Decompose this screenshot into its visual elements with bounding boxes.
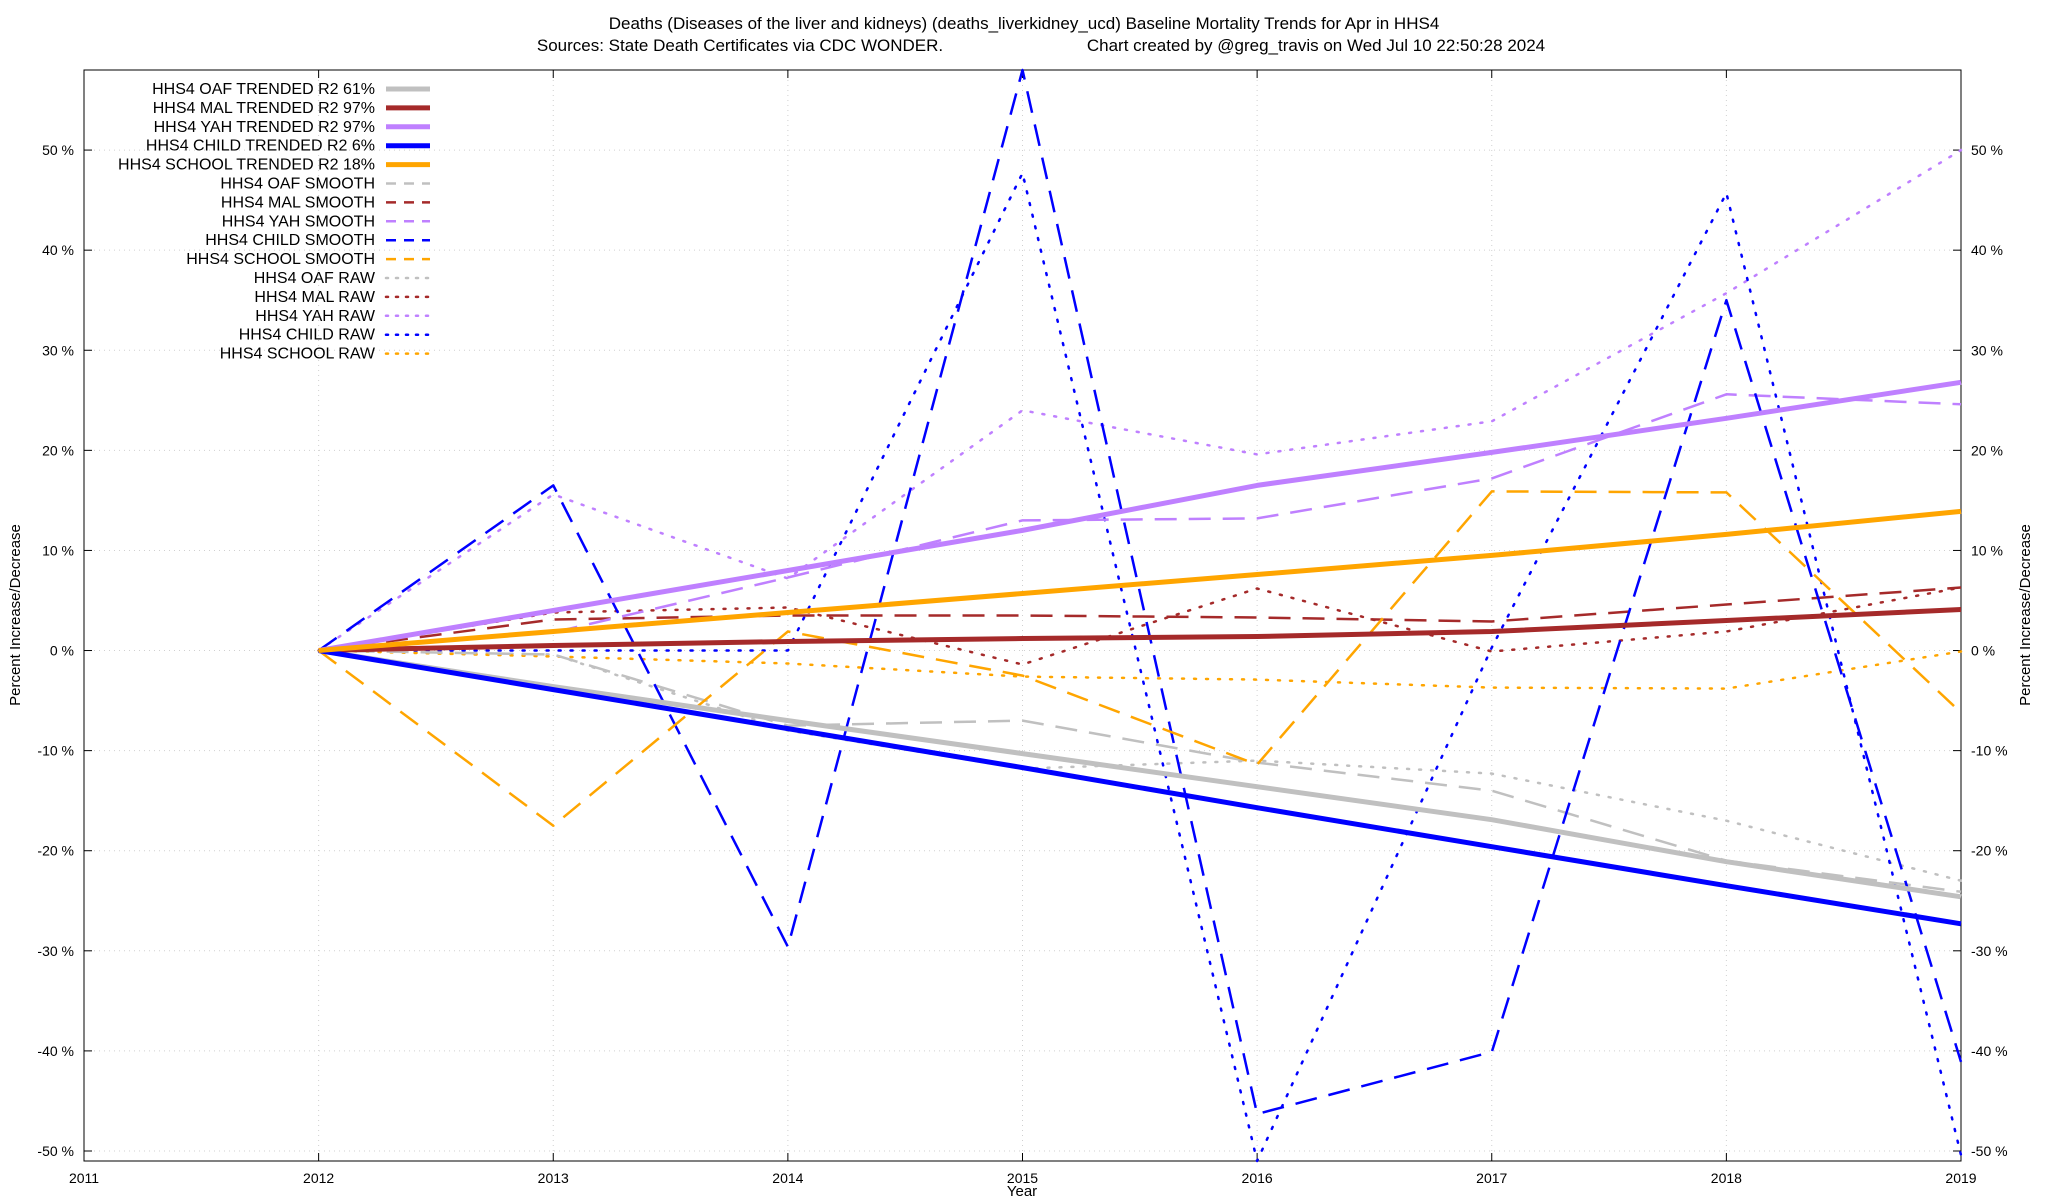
y-tick-label-right: 40 % — [1971, 242, 2003, 258]
legend-label-child-smooth: HHS4 CHILD SMOOTH — [205, 232, 375, 249]
legend-label-child-raw: HHS4 CHILD RAW — [239, 327, 376, 344]
y-tick-label-left: 30 % — [42, 342, 74, 358]
legend-label-mal-raw: HHS4 MAL RAW — [254, 289, 376, 306]
chart-title: Deaths (Diseases of the liver and kidney… — [537, 14, 1545, 55]
y-tick-label-right: 50 % — [1971, 142, 2003, 158]
series-line-oaf-smooth — [318, 649, 1962, 894]
x-tick-label: 2017 — [1476, 1170, 1507, 1186]
series-line-child-trended — [318, 648, 1962, 927]
x-tick-label: 2012 — [303, 1170, 334, 1186]
y-tick-label-left: 20 % — [42, 442, 74, 458]
series-line-oaf-trended — [318, 648, 1962, 900]
series-lines — [317, 68, 1963, 1163]
legend-label-yah-raw: HHS4 YAH RAW — [255, 308, 376, 325]
legend-label-mal-trended: HHS4 MAL TRENDED R2 97% — [153, 100, 375, 117]
y-tick-label-right: 10 % — [1971, 542, 2003, 558]
axis-ticks: -50 % -50 % -40 % -40 % -30 % -30 % -20 % -20 %… — [37, 70, 2008, 1186]
y-tick-label-right: 0 % — [1971, 643, 1995, 659]
y-axis-label-left: Percent Increase/Decrease — [7, 524, 24, 706]
y-tick-label-right: -20 % — [1971, 843, 2008, 859]
series-line-school-raw — [317, 649, 1963, 690]
y-tick-label-right: -40 % — [1971, 1043, 2008, 1059]
series-line-mal-trended — [318, 607, 1962, 653]
series-line-school-smooth — [317, 490, 1962, 827]
legend-label-oaf-trended: HHS4 OAF TRENDED R2 61% — [152, 81, 375, 98]
series-line-child-smooth — [317, 68, 1963, 1116]
y-tick-label-left: -10 % — [37, 743, 74, 759]
legend-label-school-smooth: HHS4 SCHOOL SMOOTH — [186, 251, 375, 268]
legend-label-yah-smooth: HHS4 YAH SMOOTH — [222, 213, 375, 230]
series-line-oaf-raw — [317, 649, 1963, 882]
legend-label-school-trended: HHS4 SCHOOL TRENDED R2 18% — [118, 157, 375, 174]
x-tick-label: 2019 — [1945, 1170, 1976, 1186]
legend-label-yah-trended: HHS4 YAH TRENDED R2 97% — [154, 119, 375, 136]
y-tick-label-left: -50 % — [37, 1143, 74, 1159]
x-tick-label: 2014 — [772, 1170, 803, 1186]
title-credit: Chart created by @greg_travis on Wed Jul… — [1087, 36, 1545, 55]
legend-label-mal-smooth: HHS4 MAL SMOOTH — [221, 194, 375, 211]
y-tick-label-right: 30 % — [1971, 342, 2003, 358]
y-tick-label-left: -30 % — [37, 943, 74, 959]
legend: HHS4 OAF TRENDED R2 61% HHS4 MAL TRENDED … — [118, 81, 432, 363]
legend-label-school-raw: HHS4 SCHOOL RAW — [220, 346, 376, 363]
series-line-child-raw — [317, 171, 1963, 1163]
y-tick-label-left: 50 % — [42, 142, 74, 158]
y-tick-label-left: 0 % — [50, 643, 74, 659]
y-tick-label-right: -10 % — [1971, 743, 2008, 759]
series-line-mal-raw — [317, 586, 1963, 666]
y-axis-label-right: Percent Increase/Decrease — [2017, 524, 2034, 706]
series-line-mal-smooth — [318, 586, 1962, 652]
x-tick-label: 2015 — [1007, 1170, 1038, 1186]
x-tick-label: 2011 — [69, 1170, 99, 1186]
title-line-1: Deaths (Diseases of the liver and kidney… — [609, 14, 1440, 33]
y-tick-label-right: 20 % — [1971, 442, 2003, 458]
x-tick-label: 2018 — [1711, 1170, 1742, 1186]
series-line-school-trended — [318, 508, 1962, 653]
y-tick-label-left: -40 % — [37, 1043, 74, 1059]
series-line-yah-smooth — [318, 393, 1962, 652]
y-tick-label-left: -20 % — [37, 843, 74, 859]
legend-label-child-trended: HHS4 CHILD TRENDED R2 6% — [146, 138, 375, 155]
series-line-yah-raw — [317, 148, 1963, 652]
legend-label-oaf-raw: HHS4 OAF RAW — [254, 270, 376, 287]
x-axis-label: Year — [1007, 1183, 1037, 1200]
x-tick-label: 2016 — [1242, 1170, 1273, 1186]
y-tick-label-left: 10 % — [42, 542, 74, 558]
legend-label-oaf-smooth: HHS4 OAF SMOOTH — [220, 176, 375, 193]
title-sources: Sources: State Death Certificates via CD… — [537, 36, 943, 55]
series-line-yah-trended — [318, 379, 1962, 653]
y-tick-label-left: 40 % — [42, 242, 74, 258]
y-tick-label-right: -30 % — [1971, 943, 2008, 959]
x-tick-label: 2013 — [538, 1170, 569, 1186]
y-tick-label-right: -50 % — [1971, 1143, 2008, 1159]
